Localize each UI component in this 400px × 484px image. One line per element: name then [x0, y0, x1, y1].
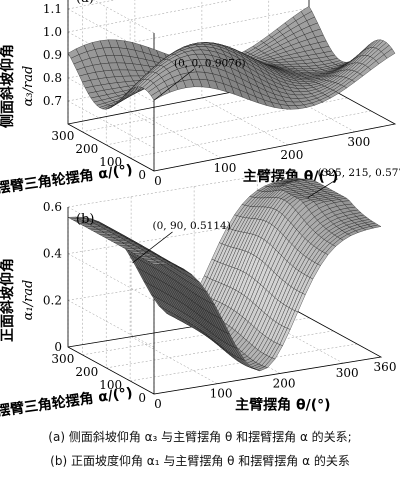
grid-line: [268, 0, 355, 133]
y-tick-label: 100: [99, 155, 122, 169]
z-axis-label: 正面斜坡仰角: [0, 258, 16, 342]
caption-a: (a) 侧面斜坡仰角 α₃ 与主臂摆角 θ 和摆臂摆角 α 的关系;: [48, 430, 352, 444]
z-tick-label: 0.2: [43, 293, 62, 307]
z-tick-label: 1.1: [43, 2, 62, 16]
caption-b: (b) 正面坡度仰角 α₁ 与主臂摆角 θ 和摆臂摆角 α 的关系: [50, 454, 350, 468]
axis-line: [153, 254, 383, 395]
z-tick-label: 0.8: [43, 71, 62, 85]
x-tick-label: 100: [210, 387, 233, 401]
surface: [67, 6, 396, 110]
annotation: (325, 215, 0.5775): [307, 167, 400, 199]
annotation-leader: [153, 68, 195, 101]
panel-label: (a): [76, 0, 94, 6]
surface-cell: [150, 262, 163, 265]
x-tick-label: 0: [154, 397, 162, 411]
y-tick-label: 200: [75, 142, 98, 156]
annotation-leader: [307, 178, 338, 199]
annotation: (0, 0, 0.9076): [153, 57, 246, 101]
annotation: (0, 90, 0.5114): [132, 220, 231, 264]
grid-line: [256, 176, 344, 364]
z-tick-label: 0.9: [43, 48, 62, 62]
z-tick-label: 0.4: [43, 247, 62, 261]
x-tick-label: 300: [336, 366, 359, 380]
y-axis-label: 摆臂三角轮摆角 α/(°): [0, 161, 134, 197]
z-tick-label: 0.7: [43, 94, 62, 108]
z-axis-unit: α₃/rad: [21, 66, 36, 107]
x-tick-label: 0: [154, 174, 162, 188]
y-tick-label: 0: [138, 391, 146, 405]
y-tick-label: 100: [99, 378, 122, 392]
grid-line: [134, 0, 222, 159]
grid-line: [93, 0, 155, 34]
z-axis-label: 侧面斜坡仰角: [0, 44, 16, 128]
annotation-text: (0, 90, 0.5114): [153, 220, 231, 232]
surface-cell: [150, 90, 163, 101]
y-axis-label: 摆臂三角轮摆角 α/(°): [0, 384, 134, 420]
surface: [67, 177, 382, 372]
axis-line: [153, 33, 397, 172]
panel-label: (b): [76, 212, 94, 227]
grid-line: [130, 196, 218, 384]
z-tick-label: 1.0: [43, 25, 62, 39]
x-tick-label: 100: [213, 161, 236, 175]
y-tick-label: 300: [51, 352, 74, 366]
annotation-text: (325, 215, 0.5775): [318, 167, 400, 179]
z-tick-label: 0: [54, 340, 62, 354]
y-tick-label: 200: [75, 365, 98, 379]
grid-line: [201, 0, 289, 146]
annotation-text: (0, 0, 0.9076): [174, 57, 246, 69]
grid-line: [67, 253, 155, 301]
y-tick-label: 0: [138, 168, 146, 182]
x-tick-label: 300: [347, 135, 370, 149]
z-tick-label: 0.6: [43, 200, 62, 214]
x-tick-label: 200: [273, 376, 296, 390]
grid-line: [67, 0, 234, 33]
x-tick-label: 200: [280, 148, 303, 162]
z-axis-unit: α₁/rad: [21, 280, 36, 321]
x-tick-label: 360: [374, 360, 397, 374]
x-axis-label: 主臂摆角 θ/(°): [235, 397, 330, 414]
grid-line: [67, 0, 116, 10]
y-tick-label: 300: [51, 129, 74, 143]
annotation-leader: [132, 231, 173, 264]
